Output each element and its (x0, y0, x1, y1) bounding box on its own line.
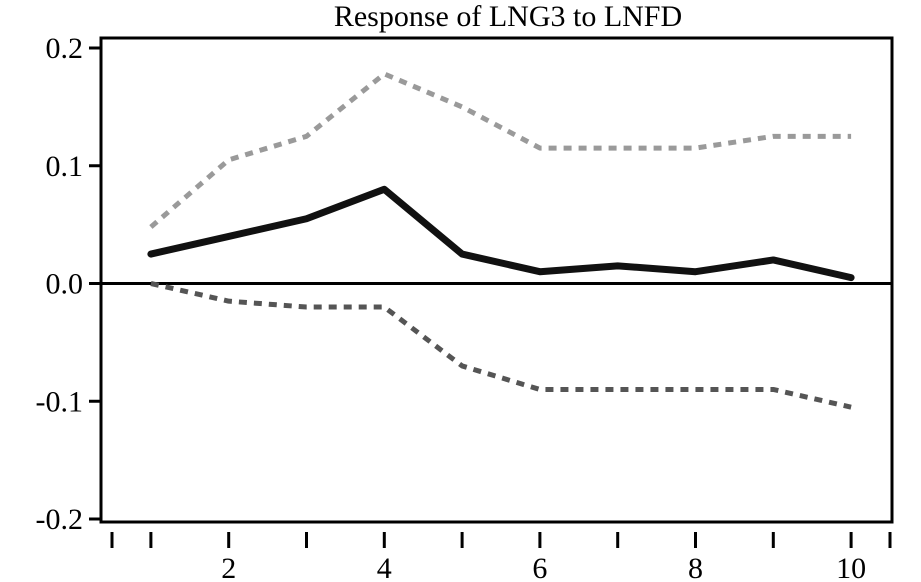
y-tick-label: -0.2 (36, 503, 84, 536)
lower-band-line (150, 281, 852, 410)
y-tick-label: 0.1 (46, 150, 84, 183)
y-tick-label: 0.2 (46, 32, 84, 65)
x-tick-label: 6 (532, 552, 547, 582)
x-tick-label: 2 (221, 552, 236, 582)
x-tick-label: 10 (836, 552, 866, 582)
x-tick-label: 8 (688, 552, 703, 582)
y-axis: 0.2 0.1 0.0 -0.1 -0.2 (36, 32, 101, 536)
upper-band-line (149, 71, 852, 229)
x-tick-label: 4 (377, 552, 392, 582)
x-axis: 2 4 6 8 10 (110, 532, 892, 582)
plot-frame (99, 36, 894, 524)
chart-title: Response of LNG3 to LNFD (334, 0, 682, 33)
response-line (147, 185, 855, 282)
series-layer (147, 71, 855, 410)
y-tick-label: 0.0 (46, 268, 84, 301)
y-tick-label: -0.1 (36, 385, 84, 418)
